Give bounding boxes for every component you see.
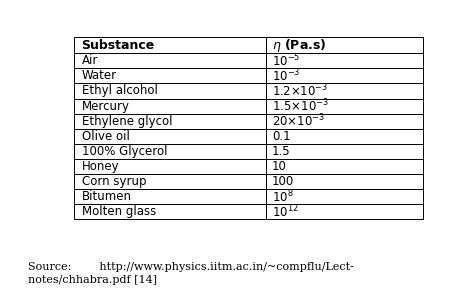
Text: notes/chhabra.pdf [14]: notes/chhabra.pdf [14] — [28, 275, 157, 285]
Text: Source:        http://www.physics.iitm.ac.in/~compflu/Lect-: Source: http://www.physics.iitm.ac.in/~c… — [28, 262, 354, 272]
